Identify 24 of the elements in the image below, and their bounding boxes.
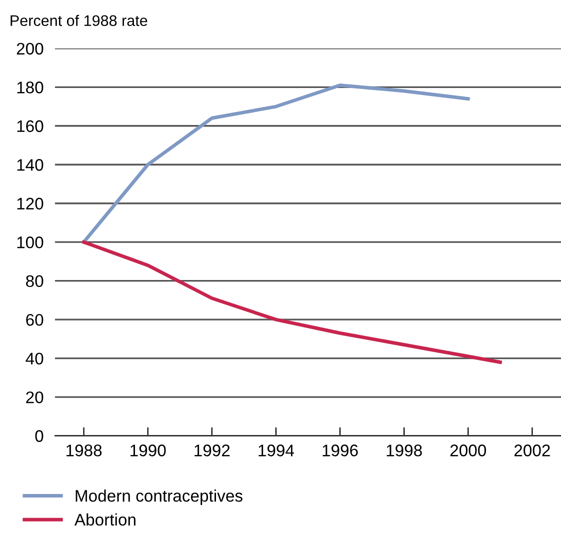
y-tick-label: 180 [17,82,44,94]
y-axis-title: Percent of 1988 rate [10,14,148,26]
x-tick-label: 2000 [450,444,486,456]
legend-label: Abortion [74,513,136,526]
y-tick-label: 80 [26,275,44,288]
x-tick-label: 1996 [322,444,358,456]
x-tick-label: 1988 [66,444,102,456]
x-tick-label: 1994 [258,444,294,456]
y-tick-label: 20 [26,391,44,404]
x-tick-label: 1990 [130,444,166,456]
x-tick-label: 1998 [386,444,422,456]
y-tick-label: 60 [26,314,44,326]
y-tick-label: 140 [17,159,44,171]
y-tick-label: 200 [16,42,44,55]
y-tick-label: 160 [17,120,44,132]
line-series [82,83,470,244]
y-tick-label: 100 [17,236,44,248]
y-tick-label: 40 [26,352,44,365]
legend-label: Modern contraceptives [76,490,242,506]
line-series [82,240,502,364]
x-tick-label: 1992 [194,444,230,456]
y-tick-label: 0 [35,430,44,442]
y-tick-label: 120 [17,198,44,210]
x-tick-label: 2002 [514,444,550,456]
